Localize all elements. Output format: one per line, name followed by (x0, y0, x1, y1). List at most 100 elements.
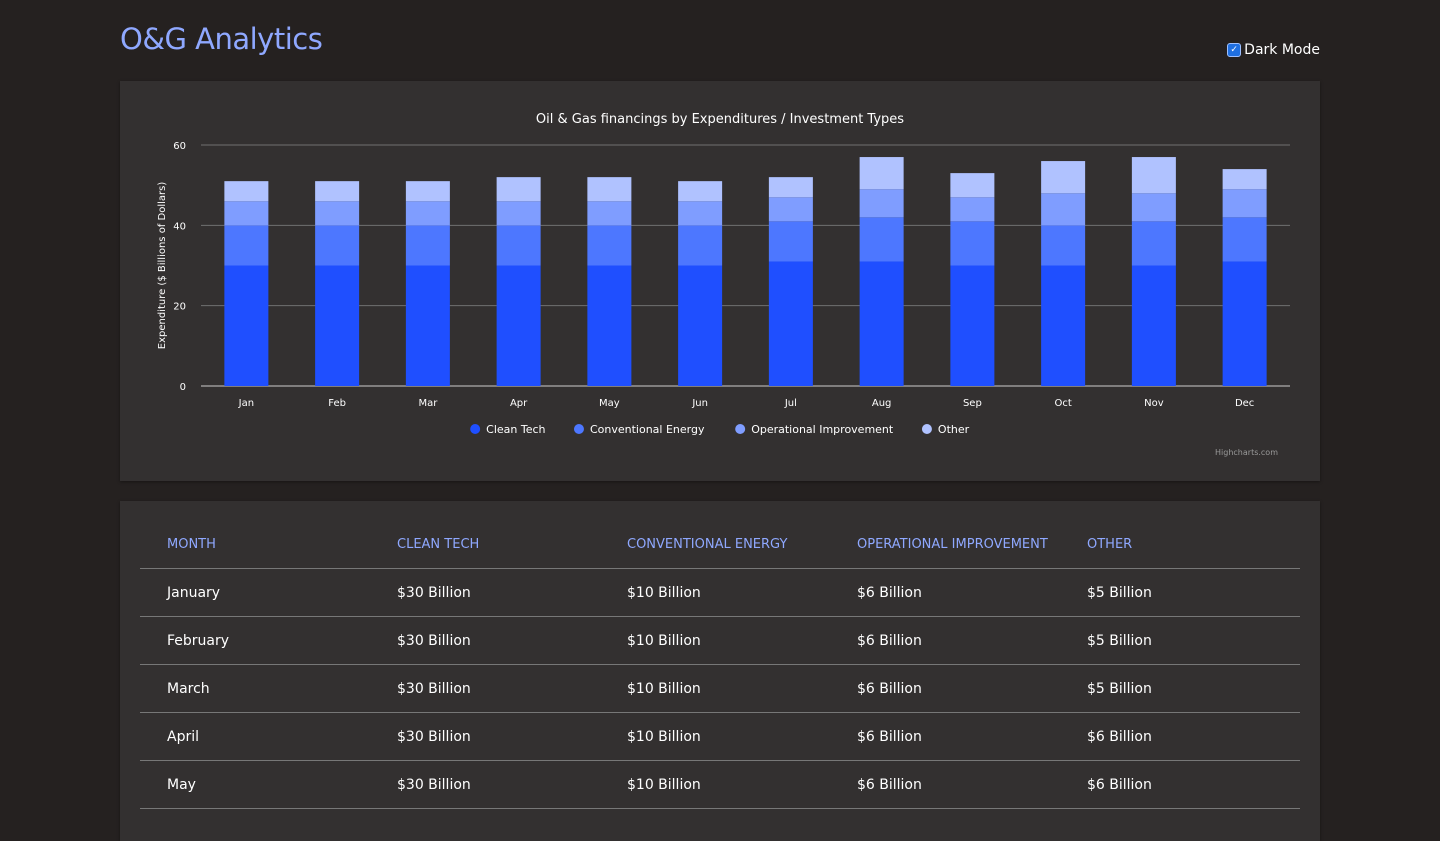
cell-clean-tech: $30 Billion (370, 616, 600, 665)
bar-segment (315, 201, 360, 226)
bar-segment (496, 265, 541, 386)
y-axis-label: Expenditure ($ Billions of Dollars) (157, 182, 168, 350)
cell-conventional-energy: $10 Billion (600, 616, 830, 665)
bar-segment (1222, 169, 1267, 190)
x-tick-label: Aug (872, 398, 892, 409)
bar-segment (1131, 193, 1176, 222)
bar-segment (859, 157, 904, 190)
bar-segment (678, 201, 723, 226)
x-tick-label: Apr (510, 398, 528, 409)
cell-conventional-energy: $10 Billion (600, 712, 830, 761)
x-tick-label: Jun (691, 398, 708, 409)
cell-clean-tech: $30 Billion (370, 664, 600, 713)
bar-segment (859, 217, 904, 262)
cell-month: April (140, 712, 370, 761)
cell-other: $5 Billion (1060, 664, 1300, 713)
data-table: MONTH CLEAN TECH CONVENTIONAL ENERGY OPE… (140, 521, 1300, 809)
cell-clean-tech: $30 Billion (370, 760, 600, 809)
column-header-clean-tech[interactable]: CLEAN TECH (370, 521, 600, 569)
table-header-row: MONTH CLEAN TECH CONVENTIONAL ENERGY OPE… (140, 521, 1300, 569)
cell-other: $5 Billion (1060, 568, 1300, 617)
legend-item: Conventional Energy (590, 423, 705, 436)
stacked-bar-chart: Oil & Gas financings by Expenditures / I… (157, 112, 1290, 436)
bar-segment (678, 265, 723, 386)
x-tick-label: Mar (418, 398, 438, 409)
bar-segment (768, 221, 813, 262)
cell-operational-improvement: $6 Billion (830, 616, 1060, 665)
bar-segment (496, 201, 541, 226)
cell-other: $5 Billion (1060, 616, 1300, 665)
bar-segment (1041, 225, 1086, 266)
legend-marker (735, 424, 746, 434)
cell-clean-tech: $30 Billion (370, 712, 600, 761)
column-header-operational-improvement[interactable]: OPERATIONAL IMPROVEMENT (830, 521, 1060, 569)
x-tick-label: Dec (1235, 398, 1254, 409)
x-tick-label: Feb (328, 398, 346, 409)
legend-item: Other (938, 423, 970, 436)
dark-mode-checkbox[interactable]: ✓ (1227, 43, 1242, 57)
cell-other: $6 Billion (1060, 760, 1300, 809)
bar-segment (1222, 261, 1267, 386)
y-tick-label: 60 (173, 141, 186, 152)
bar-segment (496, 225, 541, 266)
bar-segment (678, 225, 723, 266)
app-logo: O&G Analytics (120, 22, 323, 56)
bar-segment (587, 201, 632, 226)
y-tick-label: 20 (173, 302, 186, 313)
table-row: February $30 Billion $10 Billion $6 Bill… (140, 616, 1300, 665)
bar-segment (859, 189, 904, 218)
bar-segment (1131, 221, 1176, 266)
table-row: January $30 Billion $10 Billion $6 Billi… (140, 568, 1300, 617)
cell-other: $6 Billion (1060, 712, 1300, 761)
x-tick-label: May (599, 398, 620, 409)
bar-segment (405, 181, 450, 202)
chart-title: Oil & Gas financings by Expenditures / I… (536, 112, 904, 127)
cell-conventional-energy: $10 Billion (600, 568, 830, 617)
bar-segment (1131, 157, 1176, 194)
bar-segment (587, 225, 632, 266)
bar-segment (224, 181, 269, 202)
bar-segment (1041, 193, 1086, 226)
bar-segment (315, 225, 360, 266)
cell-operational-improvement: $6 Billion (830, 760, 1060, 809)
bar-segment (405, 225, 450, 266)
bar-segment (768, 177, 813, 198)
cell-month: March (140, 664, 370, 713)
cell-conventional-energy: $10 Billion (600, 760, 830, 809)
legend-marker (921, 424, 932, 434)
column-header-other[interactable]: OTHER (1060, 521, 1300, 569)
dark-mode-label: Dark Mode (1244, 42, 1320, 58)
bar-segment (587, 265, 632, 386)
table-row: March $30 Billion $10 Billion $6 Billion… (140, 664, 1300, 713)
column-header-month[interactable]: MONTH (140, 521, 370, 569)
x-tick-label: Jan (238, 398, 254, 409)
bar-segment (587, 177, 632, 202)
app-header: O&G Analytics ✓ Dark Mode (120, 22, 1320, 72)
legend-marker (470, 424, 481, 434)
data-table-card: MONTH CLEAN TECH CONVENTIONAL ENERGY OPE… (120, 501, 1320, 841)
table-row: April $30 Billion $10 Billion $6 Billion… (140, 712, 1300, 761)
bar-segment (950, 265, 995, 386)
bar-segment (768, 197, 813, 222)
cell-operational-improvement: $6 Billion (830, 712, 1060, 761)
column-header-conventional-energy[interactable]: CONVENTIONAL ENERGY (600, 521, 830, 569)
bar-segment (224, 225, 269, 266)
bar-segment (859, 261, 904, 386)
bar-segment (1222, 189, 1267, 218)
bar-segment (950, 173, 995, 198)
bar-segment (1131, 265, 1176, 386)
chart-credits[interactable]: Highcharts.com (1215, 448, 1278, 457)
bar-segment (768, 261, 813, 386)
cell-month: February (140, 616, 370, 665)
x-tick-label: Nov (1144, 398, 1164, 409)
bar-segment (405, 201, 450, 226)
legend-marker (573, 424, 584, 434)
x-tick-label: Sep (963, 398, 982, 409)
bar-segment (1222, 217, 1267, 262)
bar-segment (224, 201, 269, 226)
dark-mode-toggle[interactable]: ✓ Dark Mode (1227, 42, 1320, 58)
legend-item: Clean Tech (486, 423, 545, 436)
bar-segment (1041, 161, 1086, 194)
cell-month: January (140, 568, 370, 617)
cell-conventional-energy: $10 Billion (600, 664, 830, 713)
